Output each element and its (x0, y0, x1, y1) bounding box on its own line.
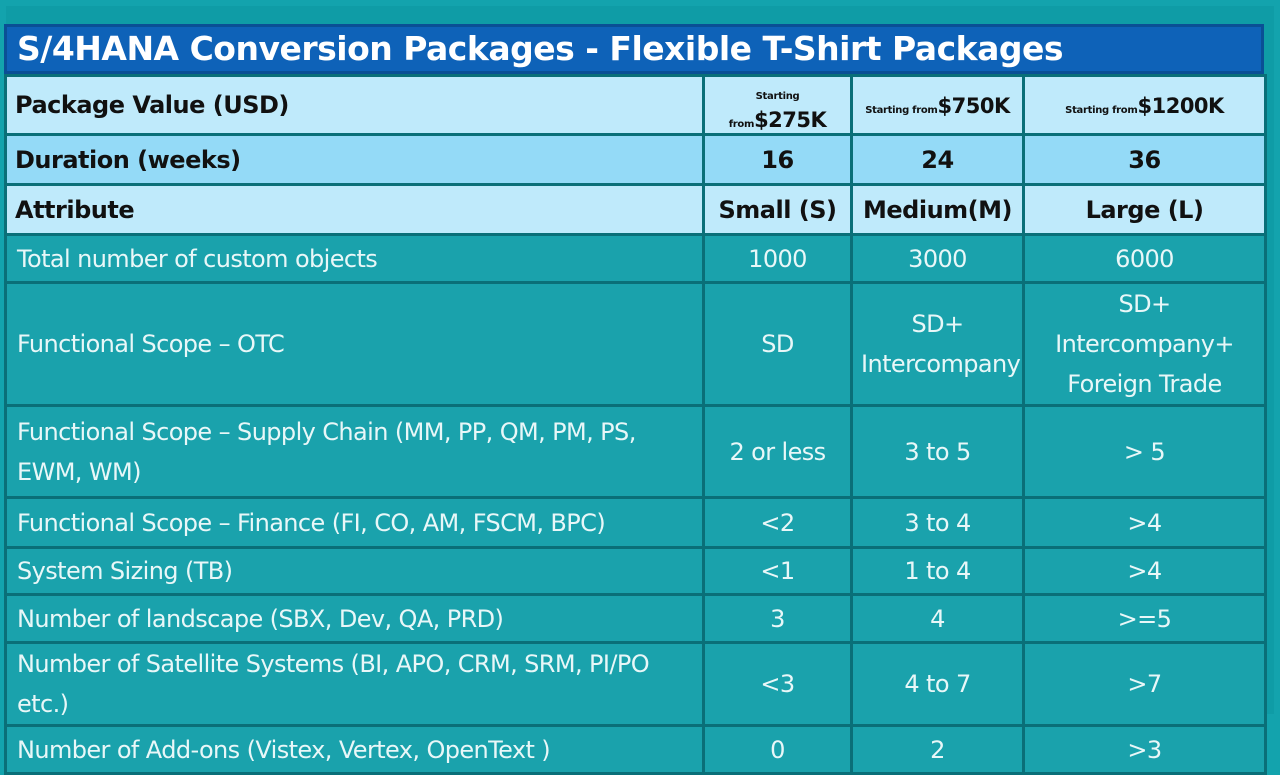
size-large-header: Large (L) (1022, 183, 1267, 236)
cell-large: 6000 (1022, 233, 1267, 284)
page-title: S/4HANA Conversion Packages - Flexible T… (4, 24, 1264, 74)
duration-medium: 24 (850, 133, 1025, 186)
cell-large: >4 (1022, 546, 1267, 596)
package-value-small: Starting from$275K (702, 74, 853, 136)
duration-large: 36 (1022, 133, 1267, 186)
package-value-medium: Starting from$750K (850, 74, 1025, 136)
cell-small: <3 (702, 641, 853, 727)
duration-small: 16 (702, 133, 853, 186)
cell-small: 0 (702, 724, 853, 775)
package-value-label: Package Value (USD) (4, 74, 705, 136)
cell-medium: 4 to 7 (850, 641, 1025, 727)
table-row: Number of Satellite Systems (BI, APO, CR… (4, 641, 1267, 727)
table-row: Number of landscape (SBX, Dev, QA, PRD) … (4, 593, 1267, 644)
cell-large: >7 (1022, 641, 1267, 727)
price-amount: $275K (754, 108, 827, 132)
price-amount: $1200K (1137, 94, 1224, 118)
starting-from-text: Starting from (865, 105, 938, 116)
cell-large: >3 (1022, 724, 1267, 775)
cell-medium: 3 to 4 (850, 496, 1025, 549)
attribute-header-row: Attribute Small (S) Medium(M) Large (L) (4, 183, 1267, 236)
row-label: Number of landscape (SBX, Dev, QA, PRD) (4, 593, 705, 644)
cell-medium: 3000 (850, 233, 1025, 284)
table-row: System Sizing (TB) <1 1 to 4 >4 (4, 546, 1267, 596)
cell-large: SD+ Intercompany+ Foreign Trade (1022, 281, 1267, 407)
row-label: Total number of custom objects (4, 233, 705, 284)
row-label: Number of Add-ons (Vistex, Vertex, OpenT… (4, 724, 705, 775)
attribute-label: Attribute (4, 183, 705, 236)
starting-from-text: Starting from (1065, 105, 1138, 116)
cell-small: <2 (702, 496, 853, 549)
row-label: Functional Scope – OTC (4, 281, 705, 407)
cell-medium: SD+ Intercompany (850, 281, 1025, 407)
row-label: Functional Scope – Supply Chain (MM, PP,… (4, 404, 705, 499)
cell-large: >4 (1022, 496, 1267, 549)
table-row: Functional Scope – Supply Chain (MM, PP,… (4, 404, 1267, 499)
cell-large: >=5 (1022, 593, 1267, 644)
row-label: Functional Scope – Finance (FI, CO, AM, … (4, 496, 705, 549)
cell-large: > 5 (1022, 404, 1267, 499)
size-small-header: Small (S) (702, 183, 853, 236)
cell-small: 3 (702, 593, 853, 644)
table-row: Total number of custom objects 1000 3000… (4, 233, 1267, 284)
table-row: Functional Scope – OTC SD SD+ Intercompa… (4, 281, 1267, 407)
duration-row: Duration (weeks) 16 24 36 (4, 133, 1267, 186)
row-label: System Sizing (TB) (4, 546, 705, 596)
packages-table: Package Value (USD) Starting from$275K S… (4, 74, 1267, 775)
price-amount: $750K (937, 94, 1011, 118)
package-value-row: Package Value (USD) Starting from$275K S… (4, 74, 1267, 136)
size-medium-header: Medium(M) (850, 183, 1025, 236)
cell-medium: 4 (850, 593, 1025, 644)
package-value-large: Starting from$1200K (1022, 74, 1267, 136)
table-row: Functional Scope – Finance (FI, CO, AM, … (4, 496, 1267, 549)
cell-small: 2 or less (702, 404, 853, 499)
cell-small: 1000 (702, 233, 853, 284)
cell-small: <1 (702, 546, 853, 596)
cell-medium: 1 to 4 (850, 546, 1025, 596)
cell-small: SD (702, 281, 853, 407)
cell-medium: 3 to 5 (850, 404, 1025, 499)
table-row: Number of Add-ons (Vistex, Vertex, OpenT… (4, 724, 1267, 775)
duration-label: Duration (weeks) (4, 133, 705, 186)
starting-from-text: Starting from (728, 91, 800, 130)
row-label: Number of Satellite Systems (BI, APO, CR… (4, 641, 705, 727)
cell-medium: 2 (850, 724, 1025, 775)
